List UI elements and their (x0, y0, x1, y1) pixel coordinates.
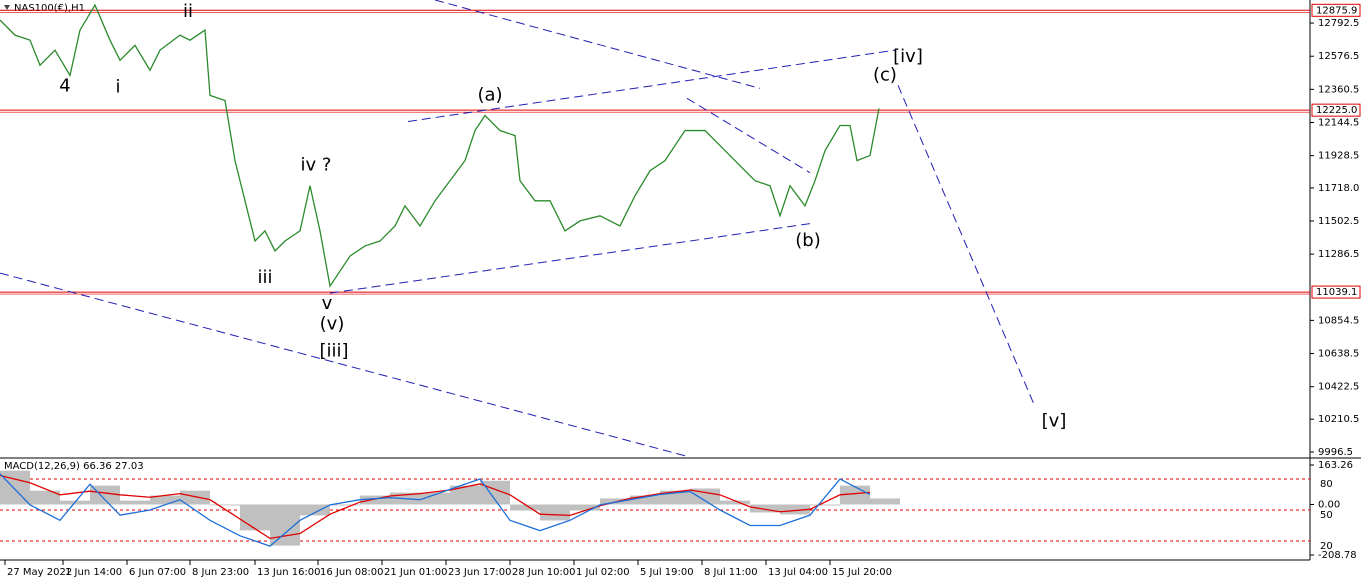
y-tick-label: 10854.5 (1318, 315, 1359, 326)
x-tick-label: 8 Jun 23:00 (192, 567, 249, 578)
histogram-bar (690, 488, 720, 505)
trendline (897, 85, 1036, 407)
level-label: 11039.1 (1316, 287, 1357, 298)
x-tick-label: 6 Jun 07:00 (129, 567, 186, 578)
y-tick-label: 12576.5 (1318, 51, 1359, 62)
indicator-line (0, 473, 871, 547)
chart-title: NAS100(€),H1 (14, 3, 85, 14)
x-tick-label: 13 Jul 04:00 (768, 567, 828, 578)
histogram-bar (210, 504, 240, 506)
histogram-bar (420, 492, 450, 505)
y-tick-label: 10422.5 (1318, 382, 1359, 393)
histogram-bar (240, 504, 270, 531)
wave-label: v (322, 293, 333, 314)
histogram-bar (510, 504, 540, 511)
x-tick-label: 5 Jul 19:00 (640, 567, 694, 578)
trendline (407, 49, 896, 122)
level-label-box (1311, 103, 1361, 117)
wave-label: [v] (1042, 411, 1067, 432)
y-tick-label: 9996.5 (1318, 447, 1353, 458)
trendline (0, 272, 686, 457)
trendline (434, 0, 761, 89)
histogram-bar (780, 504, 810, 515)
x-tick-label: 16 Jun 08:00 (320, 567, 384, 578)
indicator-line (0, 474, 871, 540)
histogram-bar (570, 504, 600, 511)
x-tick-label: 1 Jul 02:00 (576, 567, 630, 578)
symbol-icon (4, 5, 10, 10)
y2-tick-label: 80 (1320, 479, 1333, 490)
x-tick-label: 15 Jul 20:00 (832, 567, 892, 578)
trendline (686, 97, 811, 174)
level-label: 12225.0 (1316, 105, 1357, 116)
y-tick-label: 11286.5 (1318, 249, 1359, 260)
y-tick-label: 0.00 (1318, 499, 1340, 510)
histogram-bar (720, 500, 750, 505)
wave-label: [iv] (893, 46, 923, 67)
wave-label: (v) (320, 313, 345, 334)
histogram-bar (630, 495, 660, 505)
wave-label: i (115, 76, 120, 97)
histogram-bar (810, 504, 840, 506)
wave-label: (b) (795, 230, 820, 251)
y-tick-label: -208.78 (1318, 550, 1357, 561)
wave-label: [iii] (319, 340, 348, 361)
wave-label: ii (183, 1, 193, 22)
x-tick-label: 1 Jun 14:00 (65, 567, 122, 578)
x-tick-label: 21 Jun 01:00 (384, 567, 448, 578)
y-tick-label: 12360.5 (1318, 84, 1359, 95)
histogram-bar (90, 485, 120, 505)
wave-label: (a) (477, 84, 502, 105)
y2-tick-label: 20 (1320, 541, 1333, 552)
wave-label: (c) (873, 64, 897, 85)
y-tick-label: 11928.5 (1318, 151, 1359, 162)
histogram-bar (750, 504, 780, 513)
histogram-bar (180, 490, 210, 505)
trendline (329, 222, 816, 294)
y-tick-label: 163.26 (1318, 460, 1353, 471)
x-tick-label: 27 May 2022 (7, 567, 72, 578)
histogram-bar (870, 498, 900, 505)
histogram-bar (360, 495, 390, 505)
price-line (0, 3, 880, 288)
wave-label: iv ? (301, 155, 332, 176)
y-tick-label: 11502.5 (1318, 216, 1359, 227)
level-label: 12875.9 (1316, 5, 1357, 16)
indicator-title: MACD(12,26,9) 66.36 27.03 (4, 461, 144, 472)
y-tick-label: 11718.0 (1318, 183, 1359, 194)
y2-tick-label: 50 (1320, 510, 1333, 521)
wave-label: iii (257, 267, 272, 288)
y-tick-label: 10638.5 (1318, 349, 1359, 360)
histogram-bar (30, 490, 60, 505)
x-tick-label: 13 Jun 16:00 (257, 567, 321, 578)
x-tick-label: 23 Jun 17:00 (448, 567, 512, 578)
y-tick-label: 12792.5 (1318, 18, 1359, 29)
wave-label: 4 (59, 75, 70, 96)
histogram-bar (120, 500, 150, 505)
level-label-box (1311, 285, 1361, 299)
histogram-bar (270, 504, 300, 546)
histogram-bar (330, 504, 360, 506)
histogram-bar (150, 495, 180, 505)
y-tick-label: 12144.5 (1318, 117, 1359, 128)
level-label-box (1311, 3, 1361, 17)
histogram-bar (450, 485, 480, 505)
histogram-bar (540, 504, 570, 521)
y-tick-label: 10210.5 (1318, 414, 1359, 425)
histogram-bar (300, 504, 330, 516)
x-tick-label: 8 Jul 11:00 (704, 567, 758, 578)
x-tick-label: 28 Jun 10:00 (512, 567, 576, 578)
